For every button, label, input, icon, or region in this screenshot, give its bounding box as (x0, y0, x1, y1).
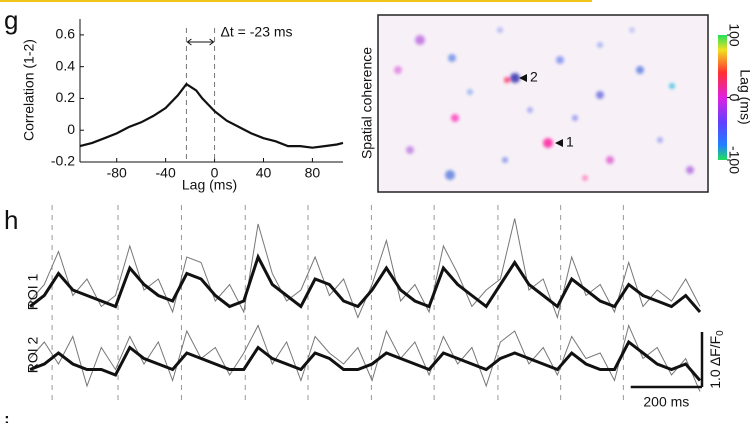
smoothed-trace (29, 339, 702, 382)
y-tick-label: 0.2 (56, 89, 76, 105)
roi-label: ROI 2 (25, 337, 41, 374)
x-tick-label: 80 (305, 165, 321, 181)
x-axis-label: Lag (ms) (182, 177, 237, 193)
x-tick-label: -40 (156, 165, 176, 181)
annotation: Δt = -23 ms (221, 24, 293, 40)
y-tick-label: 0 (67, 121, 75, 137)
lag-arrow (186, 38, 215, 46)
raw-trace (29, 323, 701, 392)
correlation-line (79, 82, 344, 149)
smoothed-trace (29, 253, 702, 313)
colorbar-tick-label: 0 (726, 94, 742, 102)
scale-label-x: 200 ms (643, 394, 689, 410)
image-label: Spatial coherence (359, 47, 375, 159)
colorbar-label: Lag (ms) (737, 69, 750, 124)
x-tick-label: -80 (107, 165, 127, 181)
y-axis-label: Correlation (1-2) (21, 39, 37, 141)
x-tick-label: 0 (211, 165, 219, 181)
colorbar-tick-label: 100 (726, 23, 742, 47)
scale-label-y-sub: 0 (715, 330, 726, 336)
x-tick-label: 40 (256, 165, 272, 181)
roi-label: 1 (566, 134, 574, 150)
coherence-image (377, 14, 709, 193)
colorbar (718, 35, 727, 160)
panel-label: i (4, 411, 10, 423)
y-tick-label: 0.4 (56, 57, 76, 73)
scale-label-y: 1.0 ΔF/F0 (707, 330, 726, 389)
y-tick-label: -0.2 (51, 153, 75, 169)
roi-label: ROI 1 (25, 274, 41, 311)
colorbar-tick-label: -100 (726, 146, 742, 174)
panel-label: g (4, 5, 18, 35)
y-tick-label: 0.6 (56, 26, 76, 42)
scale-label-y-main: 1.0 ΔF/F (707, 336, 723, 389)
panel-label: h (4, 205, 18, 235)
roi-label: 2 (530, 69, 538, 85)
